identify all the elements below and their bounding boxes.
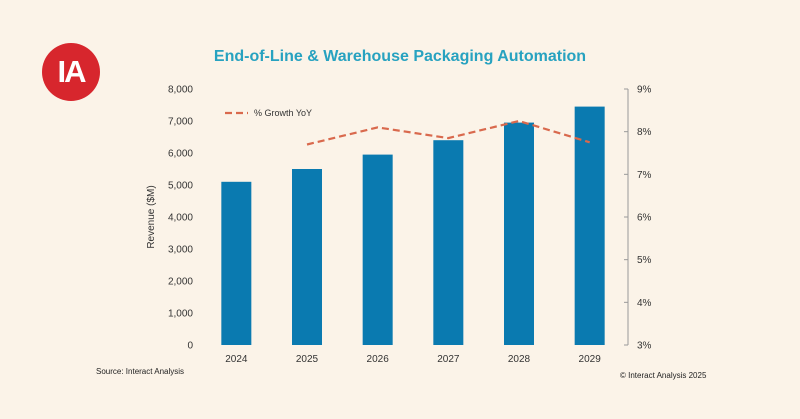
y2-tick-label: 8% xyxy=(637,127,652,138)
chart-title: End-of-Line & Warehouse Packaging Automa… xyxy=(213,48,587,65)
x-tick-label: 2026 xyxy=(367,354,390,365)
x-tick-label: 2029 xyxy=(579,354,602,365)
y-tick-label: 1,000 xyxy=(168,309,193,320)
revenue-bar xyxy=(221,181,252,345)
y2-tick-label: 7% xyxy=(637,170,652,181)
interact-analysis-logo: IA xyxy=(42,43,100,101)
y2-tick-label: 5% xyxy=(637,255,652,266)
y-axis-title: Revenue ($M) xyxy=(146,185,157,248)
y-tick-label: 0 xyxy=(187,341,193,352)
revenue-bar xyxy=(574,106,605,345)
y2-tick-label: 9% xyxy=(637,85,652,96)
y-tick-label: 6,000 xyxy=(168,149,193,160)
revenue-bar xyxy=(504,122,534,345)
copyright-note: © Interact Analysis 2025 xyxy=(620,371,707,380)
logo-text: IA xyxy=(57,54,87,89)
growth-yoy-line xyxy=(306,119,591,146)
x-tick-label: 2028 xyxy=(508,354,531,365)
x-tick-label: 2024 xyxy=(225,354,248,365)
x-tick-label: 2027 xyxy=(437,354,460,365)
y2-tick-label: 3% xyxy=(637,341,652,352)
y-tick-label: 7,000 xyxy=(168,117,193,128)
revenue-bar xyxy=(292,169,322,345)
y-tick-label: 4,000 xyxy=(168,213,193,224)
y-tick-label: 8,000 xyxy=(168,85,193,96)
revenue-bar xyxy=(433,140,464,345)
legend-label-growth: % Growth YoY xyxy=(254,108,312,118)
revenue-bar xyxy=(362,154,393,345)
y2-tick-label: 6% xyxy=(637,213,652,224)
y2-tick-label: 4% xyxy=(637,298,652,309)
x-tick-label: 2025 xyxy=(296,354,319,365)
source-note: Source: Interact Analysis xyxy=(96,367,185,376)
y-tick-label: 5,000 xyxy=(168,181,193,192)
y-tick-label: 2,000 xyxy=(168,277,193,288)
y-tick-label: 3,000 xyxy=(168,245,193,256)
